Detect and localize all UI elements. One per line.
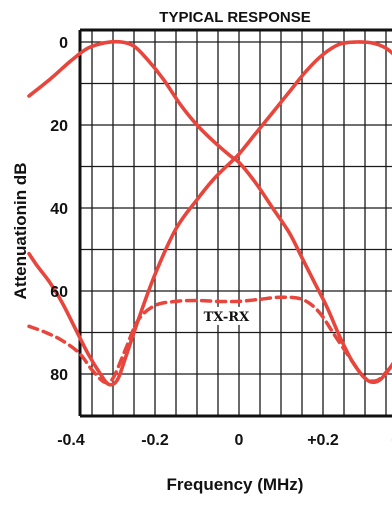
chart-title: TYPICAL RESPONSE [159,9,310,26]
y-tick-label: 20 [50,118,68,135]
x-tick-label: +0.2 [307,432,339,449]
y-tick-label: 40 [50,201,68,218]
x-tick-label: 0 [235,432,244,449]
annotation-background [203,306,250,325]
y-axis-label: Attenuationin dB [11,163,30,300]
x-tick-label: -0.2 [141,432,169,449]
y-tick-label: 0 [59,35,68,52]
series-line-2 [27,40,392,387]
x-tick-label: -0.4 [57,432,85,449]
y-tick-label: 60 [50,284,68,301]
y-tick-label: 80 [50,367,68,384]
series-line-1 [27,39,392,385]
y-tick-labels: 0 20 40 60 80 [50,35,68,384]
series-line-3 [27,295,392,385]
x-tick-labels: -0.4-0.20+0.2+0.4 [57,432,392,449]
x-axis-label: Frequency (MHz) [167,475,304,494]
series-layer [27,39,392,387]
annotation-tx-rx: TX-RX [204,310,250,325]
plot-background [80,30,392,416]
